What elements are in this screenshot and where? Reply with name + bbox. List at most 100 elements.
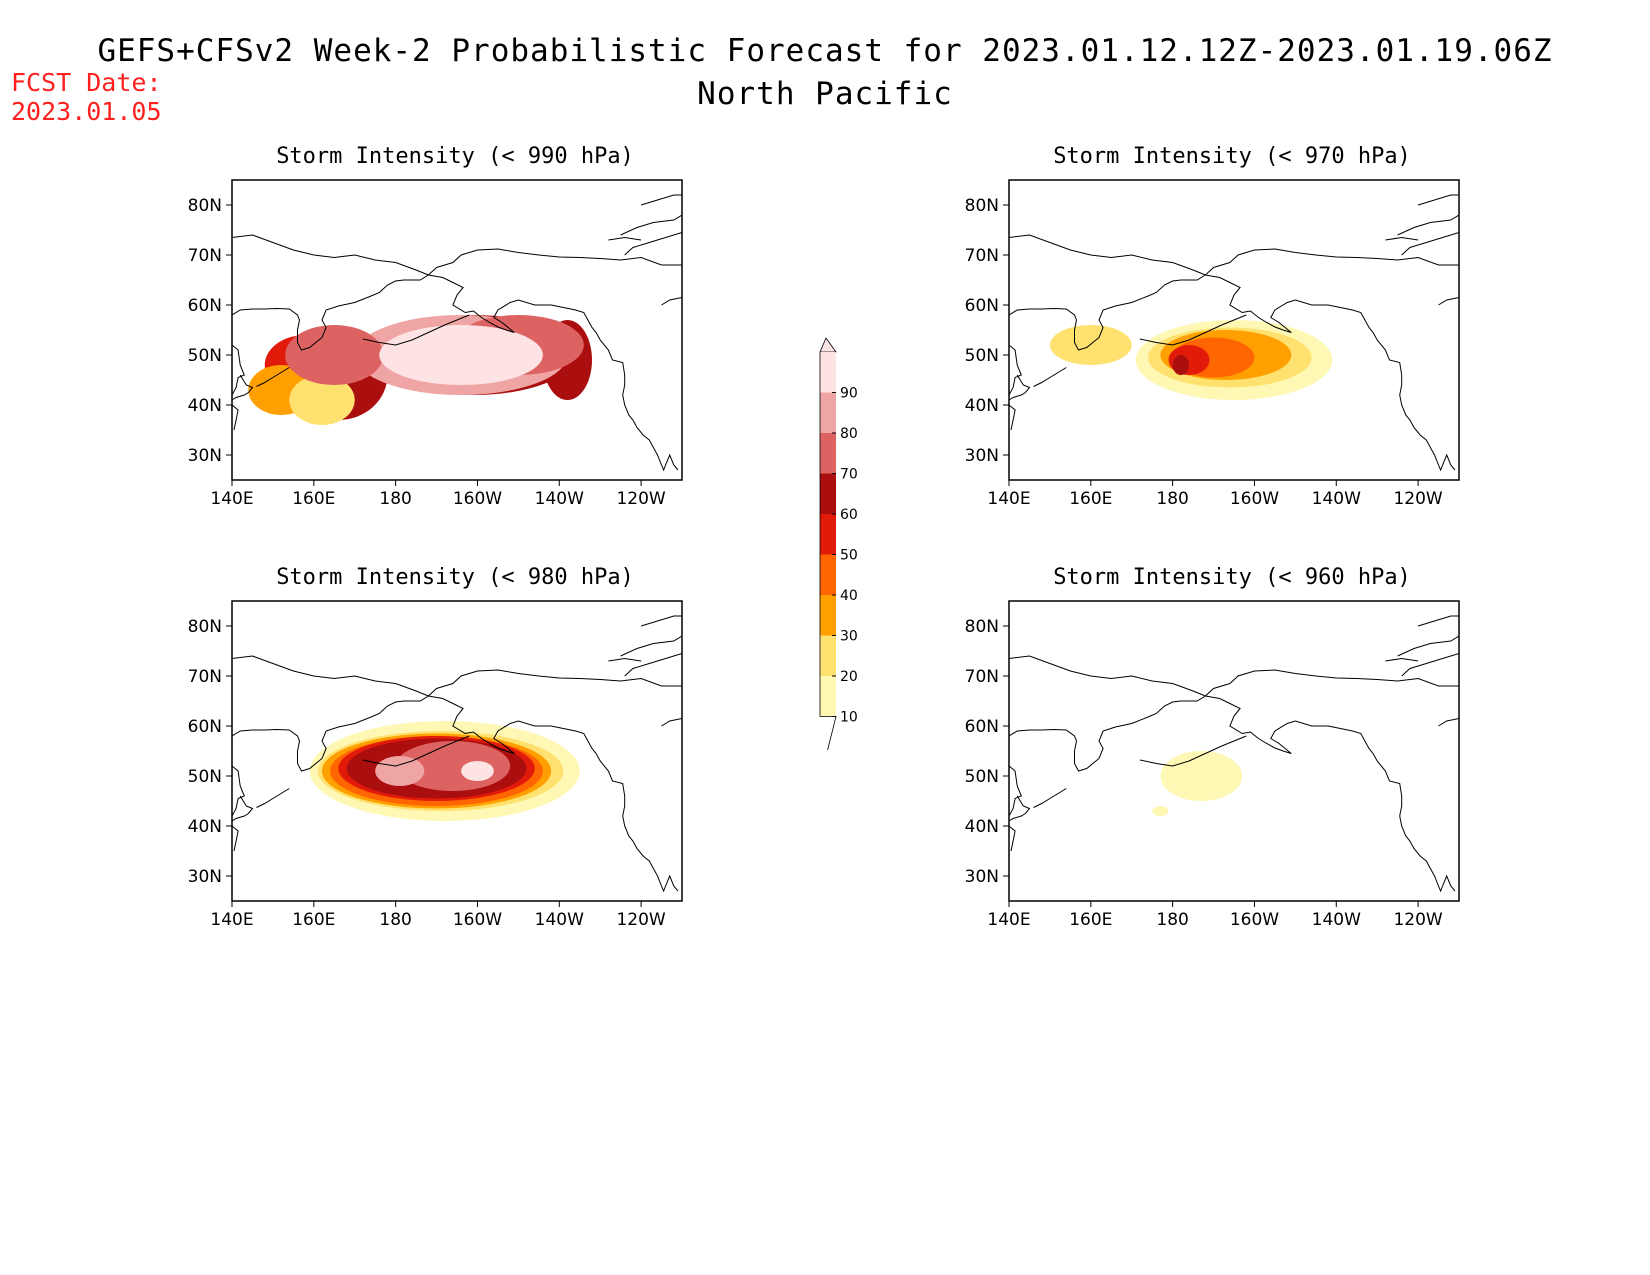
coastlines xyxy=(1009,194,1459,472)
lat-tick-label: 60N xyxy=(965,717,999,737)
lat-tick-label: 60N xyxy=(965,296,999,316)
coastline xyxy=(1401,653,1459,677)
lon-tick-label: 120W xyxy=(616,910,665,930)
coastline xyxy=(1139,735,1247,767)
coastline xyxy=(232,374,254,401)
coastline xyxy=(1009,344,1022,396)
coastline xyxy=(608,236,642,241)
coastline xyxy=(1205,274,1456,472)
lat-tick-label: 60N xyxy=(188,296,222,316)
colorbar-label: 20 xyxy=(840,669,858,685)
colorbar-label: 50 xyxy=(840,548,858,564)
colorbar-label: 90 xyxy=(840,386,858,402)
lon-tick-label: 140E xyxy=(987,910,1030,930)
coastline xyxy=(232,234,430,351)
colorbar-label: 80 xyxy=(840,426,858,442)
coastline xyxy=(1417,194,1459,206)
lat-tick-label: 40N xyxy=(188,817,222,837)
colorbar-segment xyxy=(820,676,836,717)
lon-tick-label: 160E xyxy=(292,910,335,930)
coastline xyxy=(661,718,682,727)
coastline xyxy=(1009,795,1031,822)
coastline xyxy=(1009,234,1207,351)
map-panel-980: 140E 160E 180 160W 140W 120W 80N 70N 60N 50N 40N 30… xyxy=(188,600,683,930)
probability-shade xyxy=(289,375,355,425)
colorbar-segment xyxy=(820,473,836,514)
coastline xyxy=(428,695,679,893)
lon-tick-label: 180 xyxy=(1156,489,1188,509)
coastline xyxy=(362,314,470,346)
coastline xyxy=(428,669,682,697)
coastline xyxy=(428,248,682,276)
probability-shade xyxy=(1049,325,1132,365)
coastline xyxy=(620,635,682,657)
lon-tick-label: 160E xyxy=(1069,489,1112,509)
probability-shade xyxy=(285,325,384,385)
coastline xyxy=(1033,367,1067,387)
lon-tick-label: 120W xyxy=(1393,489,1442,509)
probability-shade xyxy=(1172,355,1189,375)
probability-field xyxy=(309,721,580,821)
map-panel-970: 140E 160E 180 160W 140W 120W 80N 70N 60N 50N 40N 30… xyxy=(965,179,1460,509)
colorbar-segment xyxy=(820,433,836,474)
colorbar-segment xyxy=(820,514,836,555)
page-subtitle: North Pacific xyxy=(697,76,953,112)
lat-tick-label: 50N xyxy=(965,767,999,787)
coastline xyxy=(1139,314,1247,346)
lon-tick-label: 160W xyxy=(453,489,502,509)
coastline xyxy=(232,825,239,852)
probability-field xyxy=(1049,320,1333,400)
coastline xyxy=(624,232,682,256)
lon-tick-label: 180 xyxy=(379,910,411,930)
coastline xyxy=(1385,236,1419,241)
probability-shade xyxy=(379,325,543,385)
lon-tick-label: 160W xyxy=(1230,489,1279,509)
lon-tick-label: 160W xyxy=(453,910,502,930)
lat-tick-label: 80N xyxy=(188,617,222,637)
lat-tick-label: 70N xyxy=(188,246,222,266)
colorbar-segment xyxy=(820,635,836,676)
lon-tick-label: 140W xyxy=(1312,910,1361,930)
lat-tick-label: 50N xyxy=(965,346,999,366)
coastline xyxy=(1397,214,1459,236)
map-frame xyxy=(1008,600,1460,902)
coastline xyxy=(362,735,470,767)
coastline xyxy=(232,765,245,817)
probability-shade xyxy=(1152,806,1169,816)
lon-tick-label: 140W xyxy=(1312,489,1361,509)
coastlines xyxy=(232,194,682,472)
lon-tick-label: 160W xyxy=(1230,910,1279,930)
coastline xyxy=(608,657,642,662)
coastline xyxy=(232,655,430,772)
map-frame xyxy=(1008,179,1460,481)
lon-tick-label: 180 xyxy=(379,489,411,509)
lat-tick-label: 70N xyxy=(965,667,999,687)
lat-tick-label: 80N xyxy=(188,196,222,216)
map-frame xyxy=(231,600,683,902)
lat-tick-label: 70N xyxy=(965,246,999,266)
colorbar-label: 10 xyxy=(840,710,858,726)
map-panel-960: 140E 160E 180 160W 140W 120W 80N 70N 60N 50N 40N 30… xyxy=(965,600,1460,930)
lat-tick-label: 40N xyxy=(965,817,999,837)
map-panel-990: 140E 160E 180 160W 140W 120W 80N 70N 60N 50N 40N 30… xyxy=(188,179,683,509)
coastlines xyxy=(232,615,682,893)
lat-tick-label: 80N xyxy=(965,196,999,216)
lat-tick-label: 80N xyxy=(965,617,999,637)
probability-shade xyxy=(1160,751,1243,801)
lon-tick-label: 140E xyxy=(210,910,253,930)
colorbar: 90 80 70 60 50 40 30 20 10 xyxy=(819,337,858,750)
coastline xyxy=(640,194,682,206)
coastlines xyxy=(1009,615,1459,893)
coastline xyxy=(661,297,682,306)
fcst-date-label: FCST Date: xyxy=(11,68,162,97)
coastline xyxy=(1205,669,1459,697)
probability-field xyxy=(1152,751,1243,816)
coastline xyxy=(256,788,290,808)
panel-title: Storm Intensity (< 970 hPa) xyxy=(1053,144,1411,169)
coastline xyxy=(256,367,290,387)
coastline xyxy=(1401,232,1459,256)
coastline xyxy=(1397,635,1459,657)
lon-tick-label: 120W xyxy=(616,489,665,509)
lat-tick-label: 60N xyxy=(188,717,222,737)
page-title: GEFS+CFSv2 Week-2 Probabilistic Forecast… xyxy=(97,33,1553,69)
